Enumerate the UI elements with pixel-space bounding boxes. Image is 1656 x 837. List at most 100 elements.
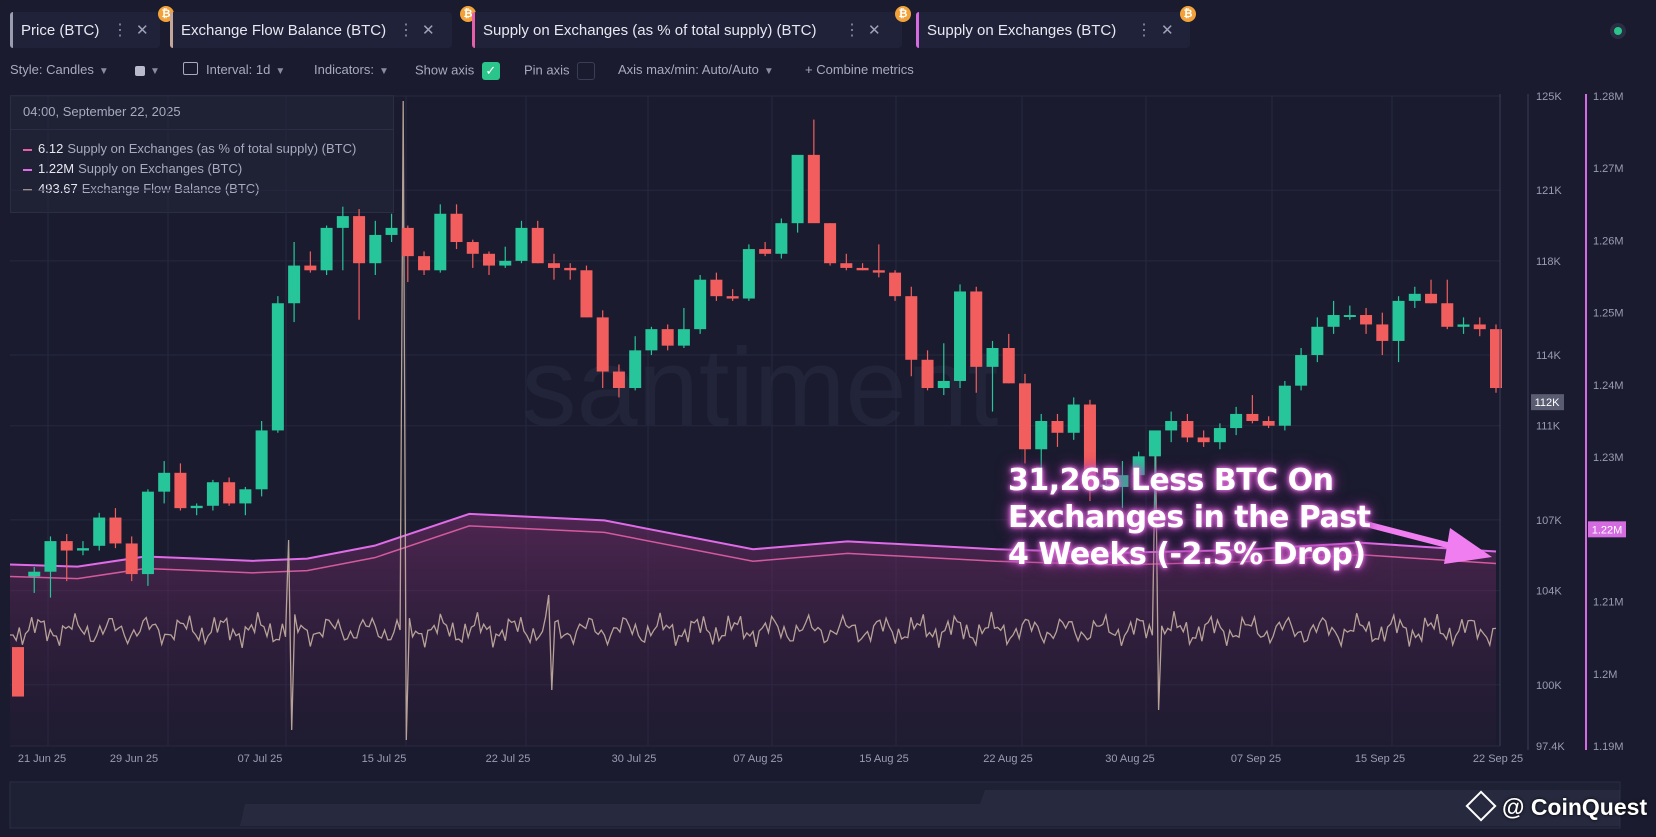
candle-body	[694, 279, 707, 330]
candle-body	[206, 482, 219, 506]
price-tick-label: 107K	[1536, 515, 1562, 527]
candle-body	[223, 482, 236, 504]
candle-body	[1165, 421, 1178, 431]
candle-body	[499, 260, 512, 266]
price-tick-label: 114K	[1536, 350, 1562, 362]
candle-body	[1197, 437, 1210, 443]
combine-metrics-button[interactable]: + Combine metrics	[805, 62, 914, 77]
tab-exchange-flow-balance[interactable]: Exchange Flow Balance (BTC) ⋮ ✕	[170, 12, 452, 48]
axis-maxmin-select[interactable]: Axis max/min: Auto/Auto ▼	[618, 62, 774, 77]
x-tick-label: 30 Jul 25	[612, 753, 657, 765]
close-icon[interactable]: ✕	[868, 22, 881, 39]
candle-body	[1230, 413, 1243, 429]
checkmark-icon[interactable]: ✓	[481, 62, 500, 80]
candle-body	[1457, 324, 1470, 327]
annotation-line: Exchanges in the Past	[1008, 500, 1371, 535]
candle-body	[174, 472, 187, 509]
legend-swatch	[23, 168, 32, 171]
axes: 125K 121K 118K 114K 111K 107K 104K 100K 97.4K 1.2…	[18, 91, 1626, 765]
candle-body	[1392, 300, 1405, 341]
candle-body	[1067, 404, 1080, 433]
price-tick-label: 118K	[1536, 256, 1562, 268]
candle-body	[596, 317, 609, 372]
supply-percent-line	[9, 525, 1497, 580]
more-icon[interactable]: ⋮	[1136, 22, 1152, 39]
candle-body	[1376, 324, 1389, 341]
candle-body	[905, 296, 918, 360]
coinquest-watermark: @ CoinQuest	[1465, 790, 1647, 822]
tab-label: Price (BTC)	[21, 21, 100, 39]
price-candles	[12, 119, 1502, 697]
candle-body	[76, 548, 89, 551]
price-tick-label: 125K	[1536, 91, 1562, 103]
candle-body	[1018, 383, 1031, 450]
candle-body	[320, 227, 333, 271]
more-icon[interactable]: ⋮	[844, 22, 860, 39]
more-icon[interactable]: ⋮	[112, 22, 128, 39]
flow-balance-line	[10, 100, 1497, 741]
close-icon[interactable]: ✕	[422, 22, 435, 39]
chart-toolbar: Style: Candles ▼ ▼ Interval: 1d ▼ Indicato…	[0, 60, 1656, 84]
candle-body	[824, 223, 837, 264]
candle-body	[1360, 315, 1373, 325]
candle-body	[141, 491, 154, 575]
candle-body	[1035, 421, 1048, 450]
tab-accent	[10, 12, 13, 48]
candle-body	[629, 350, 642, 389]
candle-body	[710, 279, 723, 297]
navigator-track	[9, 781, 1621, 829]
style-select[interactable]: Style: Candles ▼	[10, 62, 109, 77]
tab-supply-on-exchanges-percent[interactable]: Supply on Exchanges (as % of total suppl…	[472, 12, 902, 48]
candle-body	[921, 359, 934, 389]
supply-current-label: 1.22M	[1592, 524, 1623, 536]
x-tick-label: 29 Jun 25	[110, 753, 158, 765]
tab-price[interactable]: Price (BTC) ⋮ ✕	[10, 12, 160, 48]
color-select[interactable]: ▼	[135, 62, 160, 77]
tab-label: Exchange Flow Balance (BTC)	[181, 21, 387, 39]
legend-divider	[11, 129, 393, 130]
navigator-overview	[10, 790, 1620, 826]
candle-body	[986, 347, 999, 367]
candle-body	[239, 489, 252, 504]
show-axis-label: Show axis	[415, 62, 475, 78]
tooltip-legend: 04:00, September 22, 2025 6.12 Supply on …	[10, 95, 394, 213]
candle-body	[466, 242, 479, 254]
candle-body	[775, 223, 788, 254]
bitcoin-icon: ₿	[1180, 6, 1196, 22]
legend-swatch	[23, 148, 32, 151]
supply-tick-label: 1.24M	[1593, 380, 1624, 392]
close-icon[interactable]: ✕	[1161, 22, 1174, 39]
show-axis-toggle[interactable]: Show axis ✓	[415, 62, 500, 80]
axis-maxmin-label: Axis max/min: Auto/Auto	[618, 62, 759, 77]
legend-label: Exchange Flow Balance (BTC)	[81, 181, 260, 196]
tab-supply-on-exchanges[interactable]: Supply on Exchanges (BTC) ⋮ ✕	[916, 12, 1190, 48]
x-tick-label: 07 Jul 25	[238, 753, 283, 765]
candle-body	[1278, 385, 1291, 426]
indicators-select[interactable]: Indicators: ▼	[314, 62, 389, 77]
exchange-flow-series	[10, 100, 1497, 741]
status-indicator	[1610, 23, 1626, 39]
candle-body	[288, 265, 301, 304]
candle-body	[271, 303, 284, 431]
more-icon[interactable]: ⋮	[398, 22, 414, 39]
candle-body	[369, 234, 382, 264]
checkbox-icon[interactable]	[577, 62, 596, 80]
supply-area-fill	[10, 513, 1496, 746]
interval-select[interactable]: Interval: 1d ▼	[183, 62, 285, 77]
candle-body	[872, 270, 885, 273]
annotation-arrow	[1359, 520, 1492, 564]
candle-body	[12, 647, 24, 697]
supply-tick-label: 1.26M	[1593, 235, 1624, 247]
candle-body	[889, 272, 902, 297]
close-icon[interactable]: ✕	[136, 22, 149, 39]
price-tick-label: 100K	[1536, 680, 1562, 692]
x-tick-label: 07 Sep 25	[1231, 753, 1281, 765]
candle-body	[1343, 315, 1356, 318]
navigator[interactable]	[9, 781, 1621, 829]
candle-body	[109, 517, 122, 544]
candle-body	[1132, 456, 1145, 476]
tab-label: Supply on Exchanges (as % of total suppl…	[483, 21, 817, 39]
candle-body	[1295, 355, 1308, 386]
pin-axis-toggle[interactable]: Pin axis	[524, 62, 596, 80]
